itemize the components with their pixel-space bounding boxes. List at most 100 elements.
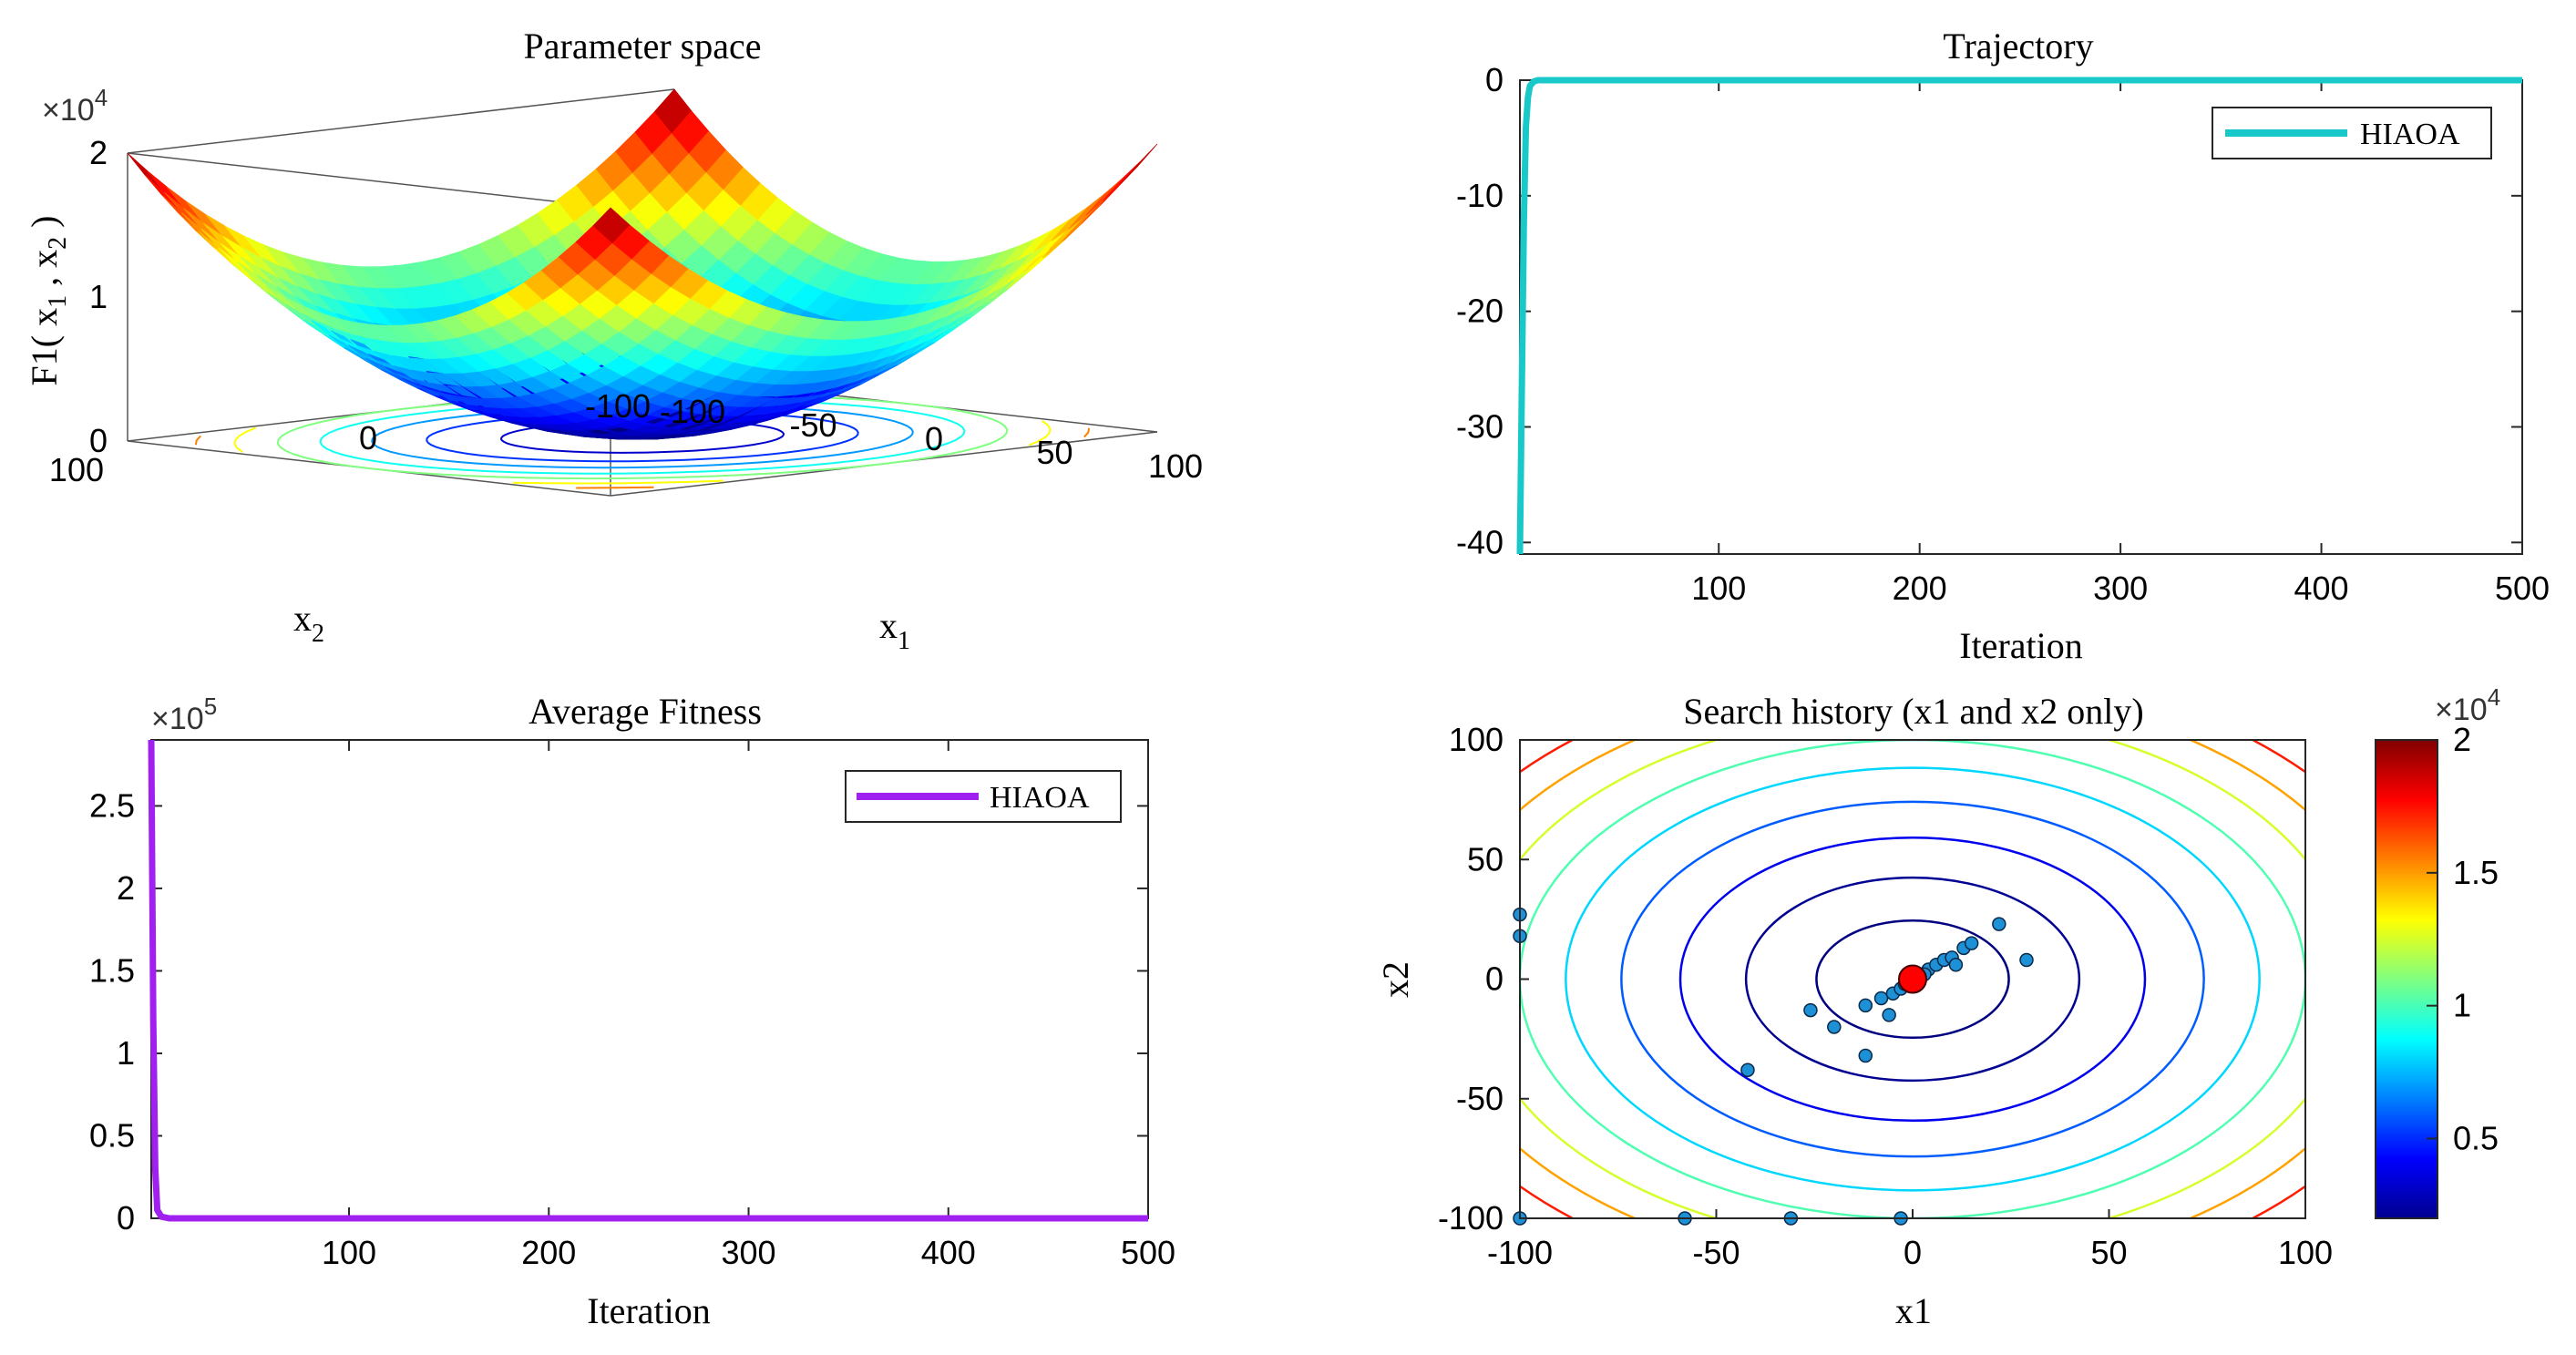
x-tick-label: 400 xyxy=(921,1234,976,1271)
parameter-space-panel: Parameter space 012-100 -50 0 50 100-1000100… xyxy=(24,26,1203,655)
z-tick-label: 0 xyxy=(89,422,108,459)
y-tick-label: 50 xyxy=(1467,840,1504,878)
y-tick-label: -40 xyxy=(1456,523,1504,560)
trajectory-series xyxy=(1516,77,2522,555)
average-fitness-title: Average Fitness xyxy=(529,691,762,732)
search-history-title: Search history (x1 and x2 only) xyxy=(1683,691,2143,732)
z-axis-label: F1( x1 , x2 ) xyxy=(24,216,72,386)
parameter-space-title: Parameter space xyxy=(524,26,762,67)
y-tick-label: 2.5 xyxy=(89,786,135,824)
y-tick-label: 0.5 xyxy=(89,1116,135,1154)
colorbar-ticks: 0.5 1 1.5 2 xyxy=(2427,721,2499,1157)
x-tick-label: -50 xyxy=(1692,1234,1740,1271)
trajectory-xlabel: Iteration xyxy=(1959,625,2083,666)
average-fitness-legend: HIAOA xyxy=(845,770,1122,823)
x1-tick-label: 50 xyxy=(1036,434,1072,471)
x-tick-label: 50 xyxy=(2090,1234,2127,1271)
z-tick-label: 1 xyxy=(89,278,108,315)
average-fitness-multiplier: ×105 xyxy=(151,693,217,736)
average-fitness-series xyxy=(148,739,1148,1222)
trajectory-panel: Trajectory 100 200 300 400 500-40-30-20-100 … xyxy=(1456,26,2550,666)
x1-tick-label: 0 xyxy=(925,420,943,457)
contour-line xyxy=(1815,919,2010,1040)
floor-contour xyxy=(276,393,1009,480)
x-tick-label: 200 xyxy=(1893,570,1947,607)
search-point xyxy=(1858,1048,1873,1063)
y-tick-label: -30 xyxy=(1456,407,1504,445)
x-tick-label: 100 xyxy=(1691,570,1746,607)
best-point xyxy=(1898,964,1927,994)
z-multiplier: ×104 xyxy=(42,84,108,128)
surface-patch xyxy=(1051,206,1089,241)
search-history-contours xyxy=(1520,740,2305,1218)
colorbar-tick-label: 2 xyxy=(2453,721,2471,758)
contour-line xyxy=(1744,876,2081,1083)
surface-patch xyxy=(1085,178,1124,216)
average-fitness-legend-label: HIAOA xyxy=(990,781,1090,815)
x-tick-label: 500 xyxy=(1121,1234,1175,1271)
search-history-ylabel: x2 xyxy=(1375,961,1416,998)
search-point xyxy=(2019,952,2034,968)
surface-patch xyxy=(127,152,165,193)
average-fitness-ticks: 100 200 300 400 500 0 0.5 1 1.5 2 2.5 xyxy=(89,740,1175,1271)
search-history-ticks: -100 -50 0 50 100 -100 -50 0 50 100 xyxy=(1438,721,2333,1271)
x-tick-label: 400 xyxy=(2294,570,2349,607)
floor-contour xyxy=(194,384,1091,489)
series-line-HIAOA xyxy=(148,739,1148,1222)
colorbar-tick-label: 1.5 xyxy=(2453,854,2499,891)
x2-tick-label: 100 xyxy=(49,451,104,488)
floor-contour xyxy=(319,398,966,475)
floor-contour xyxy=(371,404,914,469)
x-tick-label: 500 xyxy=(2495,570,2550,607)
search-point xyxy=(1992,917,2006,931)
y-tick-label: -10 xyxy=(1456,177,1504,214)
y-tick-label: -100 xyxy=(1438,1199,1504,1237)
search-point xyxy=(1882,1008,1896,1022)
contour-line xyxy=(1565,766,2261,1192)
x-tick-label: 100 xyxy=(322,1234,376,1271)
x2-tick-label: -100 xyxy=(585,387,651,425)
y-tick-label: 0 xyxy=(1485,61,1504,98)
x-tick-label: -100 xyxy=(1487,1234,1553,1271)
average-fitness-xlabel: Iteration xyxy=(587,1290,711,1331)
y-tick-label: 1.5 xyxy=(89,951,135,989)
y-tick-label: 2 xyxy=(117,869,135,907)
surface-patch xyxy=(1068,192,1106,230)
surface-patch xyxy=(1120,143,1158,185)
x1-tick-label: -100 xyxy=(660,393,725,430)
colorbar-gradient xyxy=(2375,739,2438,1219)
x-tick-label: 0 xyxy=(1904,1234,1922,1271)
x2-tick-label: 0 xyxy=(359,419,377,457)
x1-axis-label: x1 xyxy=(879,605,910,655)
series-line-HIAOA xyxy=(1516,77,2522,555)
search-history-panel: Search history (x1 and x2 only) -100 -50 0… xyxy=(1375,683,2500,1331)
y-tick-label: -50 xyxy=(1456,1080,1504,1117)
trajectory-ticks: 100 200 300 400 500 -40 -30 -20 -10 0 xyxy=(1456,61,2550,607)
search-point xyxy=(1873,991,1889,1006)
average-fitness-panel: Average Fitness 100 200 300 400 500 0 0.5 1 1.5 2… xyxy=(89,691,1175,1331)
contour-line xyxy=(1620,800,2205,1158)
y-tick-label: 0 xyxy=(117,1199,135,1237)
x2-axis-label: x2 xyxy=(293,598,324,648)
floor-contour xyxy=(426,410,859,463)
search-history-xlabel: x1 xyxy=(1895,1290,1932,1331)
colorbar-tick-label: 0.5 xyxy=(2453,1120,2499,1157)
parameter-space-surface xyxy=(127,88,1158,440)
colorbar-multiplier: ×104 xyxy=(2435,683,2500,727)
x1-tick-label: -50 xyxy=(789,406,836,444)
y-tick-label: -20 xyxy=(1456,293,1504,330)
y-tick-label: 0 xyxy=(1485,960,1504,998)
floor-contour xyxy=(233,388,1052,485)
x-tick-label: 300 xyxy=(2093,570,2148,607)
z-tick-label: 2 xyxy=(89,134,108,171)
surface-patch xyxy=(147,169,185,210)
y-tick-label: 1 xyxy=(117,1034,135,1072)
colorbar-tick-label: 1 xyxy=(2453,987,2471,1024)
search-point xyxy=(1948,958,1964,972)
search-point xyxy=(1803,1002,1818,1018)
colorbar: 0.5 1 1.5 2 ×104 xyxy=(2375,683,2500,1219)
trajectory-legend-label: HIAOA xyxy=(2360,118,2460,151)
contour-line xyxy=(1678,836,2147,1123)
